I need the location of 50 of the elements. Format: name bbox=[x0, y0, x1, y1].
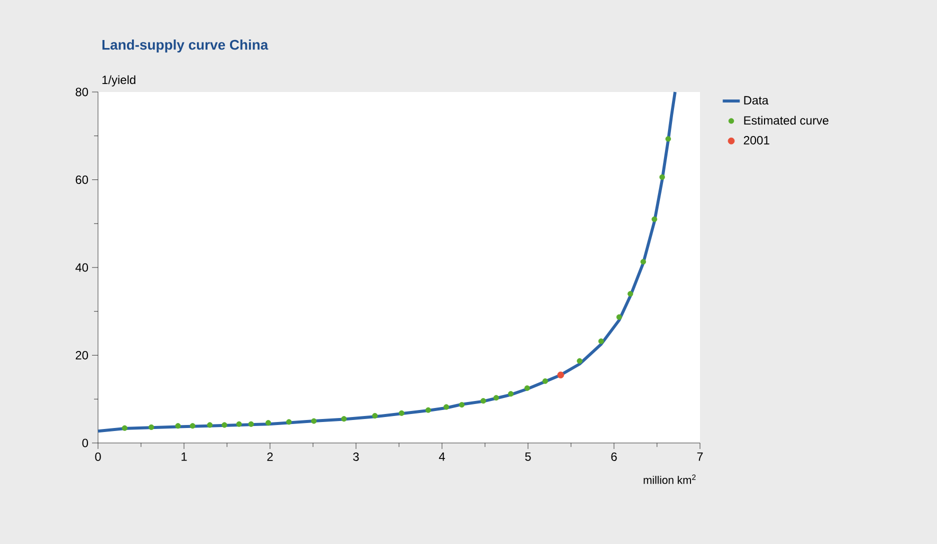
point bbox=[207, 422, 213, 428]
point bbox=[652, 216, 658, 222]
y-axis-title: 1/yield bbox=[102, 75, 136, 86]
point bbox=[508, 391, 514, 397]
point bbox=[659, 174, 665, 180]
point bbox=[425, 407, 432, 413]
point bbox=[286, 419, 292, 425]
x-tick-label: 5 bbox=[525, 452, 531, 461]
point bbox=[265, 420, 272, 426]
point bbox=[341, 416, 347, 422]
point bbox=[236, 421, 242, 427]
point bbox=[628, 291, 634, 297]
x-tick-label: 2 bbox=[267, 452, 273, 461]
point bbox=[576, 358, 582, 364]
point bbox=[175, 423, 181, 429]
point bbox=[444, 404, 450, 410]
x-tick-label: 6 bbox=[611, 452, 617, 461]
point bbox=[557, 372, 564, 378]
legend-label: 2001 bbox=[744, 136, 770, 144]
point bbox=[480, 398, 486, 404]
point bbox=[542, 378, 548, 384]
x-tick-label: 0 bbox=[95, 452, 101, 461]
y-tick-label: 0 bbox=[82, 438, 88, 448]
point bbox=[148, 424, 154, 430]
legend-label: Estimated curve bbox=[744, 116, 828, 125]
x-tick-label: 7 bbox=[697, 452, 703, 461]
point bbox=[398, 410, 404, 416]
point bbox=[493, 394, 499, 401]
chart-title: Land-supply curve China bbox=[102, 39, 268, 52]
y-tick-label: 20 bbox=[76, 351, 88, 360]
point bbox=[458, 402, 465, 408]
x-axis-title: million km$^{2}$ bbox=[644, 474, 696, 484]
legend-label: Data bbox=[744, 96, 768, 105]
point bbox=[616, 314, 622, 320]
point bbox=[190, 423, 196, 429]
point bbox=[222, 422, 228, 428]
point bbox=[122, 425, 128, 431]
point bbox=[665, 136, 671, 142]
point bbox=[598, 338, 604, 344]
x-tick-label: 3 bbox=[353, 452, 359, 461]
x-tick-label: 4 bbox=[438, 452, 445, 461]
point bbox=[248, 421, 254, 427]
point bbox=[311, 418, 317, 424]
point bbox=[640, 258, 646, 265]
y-tick-label: 40 bbox=[75, 263, 88, 272]
y-tick-label: 60 bbox=[76, 176, 88, 184]
point bbox=[372, 412, 378, 419]
point bbox=[524, 385, 530, 391]
y-tick-label: 80 bbox=[76, 88, 88, 96]
x-tick-label: 1 bbox=[182, 452, 187, 461]
